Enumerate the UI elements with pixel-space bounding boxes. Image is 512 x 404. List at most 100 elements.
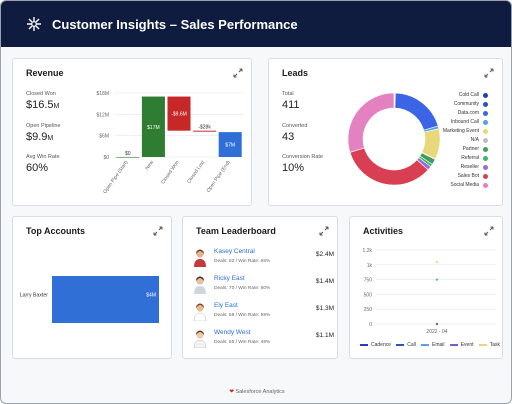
legend-label: Cold Call <box>458 92 479 98</box>
leaderboard-title: Team Leaderboard <box>196 226 276 236</box>
legend-item: Sales Bot <box>426 172 488 180</box>
kpi-value: $16.5M <box>26 99 60 111</box>
activities-card: Activities 0 250 500 750 1k 1.2k 2022 - 04 Cad… <box>349 216 503 359</box>
y-tick-label: 750 <box>364 278 373 284</box>
y-tick-label: $12M <box>96 112 109 118</box>
legend-swatch <box>483 164 488 170</box>
x-tick-label: New <box>144 159 155 171</box>
top-accounts-title: Top Accounts <box>26 226 85 236</box>
x-tick-label: Open Pipe (Start) <box>102 159 129 195</box>
activities-scatter-chart: 0 250 500 750 1k 1.2k 2022 - 04 <box>363 248 496 335</box>
legend-swatch <box>478 344 487 346</box>
waterfall-bar <box>167 96 191 131</box>
legend-label: Inbound Call <box>450 119 479 125</box>
top-accounts-bar-chart: Larry Baxter $4M <box>20 276 159 323</box>
expand-icon[interactable] <box>233 65 243 78</box>
leaderboard-row: Ely East Deals: 68 / Win Rate: 59% $1.3M <box>193 301 334 325</box>
legend-item: Cold Call <box>426 91 488 99</box>
legend-swatch <box>421 344 430 346</box>
legend-swatch <box>483 110 488 116</box>
kpi-label: Conversion Rate <box>282 154 323 160</box>
avatar-icon <box>194 249 206 267</box>
kpi-value: $9.9M <box>26 131 54 143</box>
avatar-icon <box>193 303 207 321</box>
data-label: -$28k <box>198 125 211 131</box>
account-bar <box>52 276 159 323</box>
legend-swatch <box>483 182 488 188</box>
donut-slice <box>349 147 429 186</box>
leader-name-link[interactable]: Wendy West <box>214 329 251 336</box>
y-tick-label: $18M <box>96 91 109 97</box>
kpi-label: Total <box>282 91 294 97</box>
waterfall-bar <box>218 132 242 157</box>
donut-slice <box>347 92 395 153</box>
x-tick-label: Closed Won <box>160 160 181 186</box>
leaderboard-row: Ricky East Deals: 70 / Win Rate: 60% $1.… <box>193 274 334 298</box>
legend-label: Marketing Event <box>442 128 479 134</box>
page-title: Customer Insights – Sales Performance <box>52 16 298 32</box>
scatter-point <box>435 322 439 326</box>
waterfall-bar <box>193 130 217 132</box>
legend-item: Marketing Event <box>426 127 488 135</box>
legend-swatch <box>396 344 405 346</box>
tableau-logo-icon <box>25 15 43 33</box>
legend-swatch <box>483 119 488 125</box>
dashboard-header: Customer Insights – Sales Performance <box>1 1 511 47</box>
footer: ❤ Salesforce Analytics <box>1 389 511 395</box>
legend-label: Email <box>432 342 445 348</box>
legend-item: Call <box>396 340 416 350</box>
leader-name-link[interactable]: Ely East <box>214 302 238 309</box>
kpi-label: Closed Won <box>26 91 56 97</box>
leader-name-link[interactable]: Kasey Central <box>214 248 255 255</box>
legend-label: N/A <box>470 137 479 143</box>
legend-swatch <box>483 173 488 179</box>
data-label: $7M <box>225 143 235 149</box>
legend-label: Sales Bot <box>457 173 479 179</box>
x-tick-label: Closed Lost <box>186 159 206 185</box>
kpi-value: 60% <box>26 162 49 174</box>
leaderboard-row: Wendy West Deals: 65 / Win Rate: 48% $1.… <box>193 328 334 352</box>
avatar-icon <box>193 330 207 348</box>
legend-label: Reseller <box>460 164 479 170</box>
y-tick-label: 0 <box>369 322 372 328</box>
legend-label: Community <box>453 101 479 107</box>
y-tick-label: 1.2k <box>363 248 373 254</box>
waterfall-bar <box>116 157 140 158</box>
legend-swatch <box>483 128 488 134</box>
leads-legend: Cold Call Community Data.com Inbound Call Ma… <box>426 91 490 191</box>
y-tick-label: Larry Baxter <box>20 293 49 299</box>
leader-stats: Deals: 65 / Win Rate: 48% <box>214 340 271 345</box>
leader-stats: Deals: 82 / Win Rate: 65% <box>214 259 271 264</box>
leader-stats: Deals: 70 / Win Rate: 60% <box>214 286 271 291</box>
legend-label: Referral <box>461 155 479 161</box>
legend-item: Task <box>478 340 500 350</box>
expand-icon[interactable] <box>319 223 329 236</box>
y-tick-label: $0 <box>103 155 109 161</box>
leads-card: Leads Total 411 Converted 43 Conversion … <box>268 58 503 206</box>
x-tick-label: 2022 - 04 <box>426 329 447 335</box>
kpi-value: 10% <box>282 162 305 174</box>
y-tick-label: 250 <box>364 307 373 313</box>
expand-icon[interactable] <box>484 223 494 236</box>
leader-amount: $1.3M <box>315 305 334 312</box>
legend-item: Email <box>421 340 445 350</box>
scatter-point <box>435 278 439 281</box>
legend-label: Task <box>489 342 500 348</box>
activities-legend: Cadence Call Email Event Task <box>360 340 500 350</box>
legend-item: Partner <box>426 145 488 153</box>
legend-item: Referral <box>426 154 488 162</box>
data-label: $17M <box>147 125 160 131</box>
revenue-card: Revenue Closed Won $16.5M Open Pipeline … <box>12 58 252 206</box>
legend-swatch <box>449 344 458 346</box>
legend-label: Event <box>460 342 474 348</box>
top-accounts-card: Top Accounts Larry Baxter $4M <box>12 216 172 359</box>
expand-icon[interactable] <box>153 223 163 236</box>
legend-swatch <box>483 92 488 98</box>
kpi-label: Avg Win Rate <box>26 154 60 160</box>
expand-icon[interactable] <box>484 65 494 78</box>
leader-name-link[interactable]: Ricky East <box>214 275 245 282</box>
data-label: -$9.6M <box>171 112 187 118</box>
leads-title: Leads <box>282 68 309 78</box>
legend-item: Cadence <box>360 340 391 350</box>
